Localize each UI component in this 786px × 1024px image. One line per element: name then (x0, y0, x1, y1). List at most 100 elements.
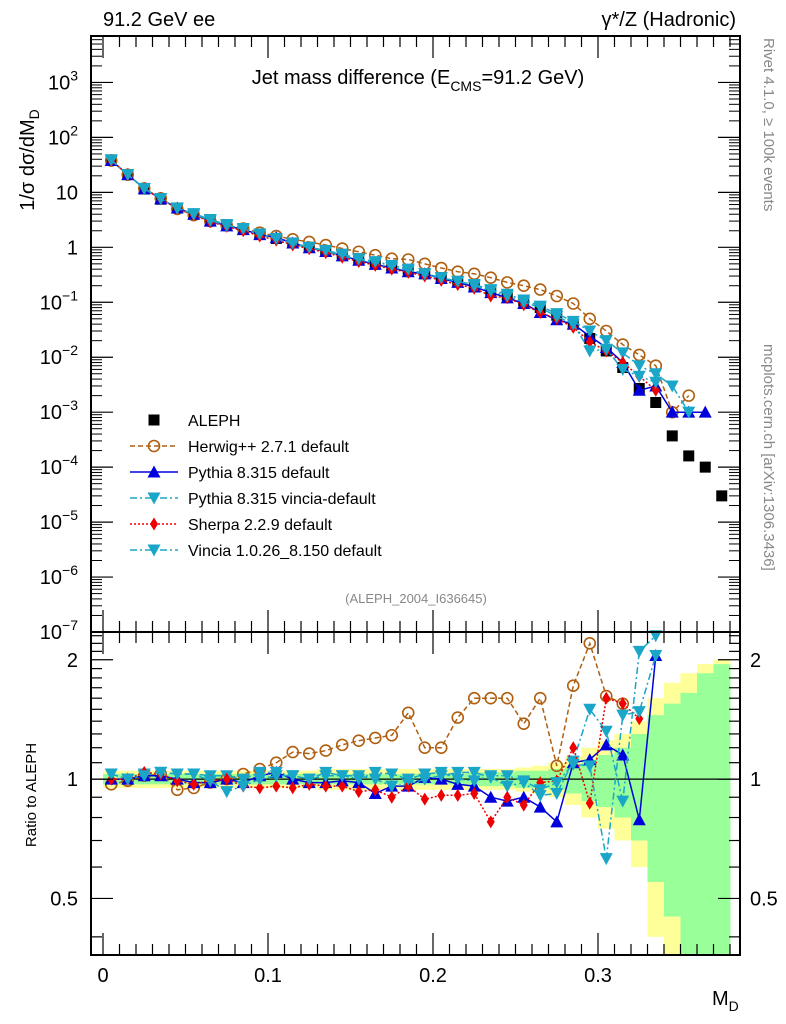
y-tick-label-base: 10 (40, 402, 62, 424)
ratio-point (484, 770, 498, 783)
y-tick-label-base: 10 (40, 347, 62, 369)
series-5 (104, 154, 663, 389)
data-point (154, 193, 168, 206)
data-point (121, 169, 135, 182)
series-line (110, 159, 657, 384)
ratio-y-tick-label-right: 0.5 (750, 888, 778, 910)
ratio-point (517, 790, 531, 803)
y-tick-label-exp: 2 (70, 122, 78, 138)
band-stat (713, 664, 731, 955)
ratio-point (503, 790, 512, 804)
data-point (651, 383, 660, 397)
series-4 (107, 153, 660, 397)
y-tick-label: 10−4 (40, 452, 78, 479)
data-point (319, 244, 333, 257)
y-tick-label-exp: −4 (62, 452, 78, 468)
ratio-series-4 (104, 650, 663, 866)
ratio-point (220, 786, 234, 799)
legend-item: Herwig++ 2.7.1 default (130, 439, 350, 456)
ratio-point (484, 691, 498, 705)
legend-marker (147, 492, 161, 505)
legend-marker (150, 517, 158, 531)
ratio-point (385, 768, 399, 781)
legend-item: ALEPH (148, 413, 240, 430)
data-point (682, 406, 696, 419)
data-point (649, 368, 663, 381)
data-point (616, 347, 630, 360)
data-point (500, 290, 514, 303)
data-point (236, 222, 250, 235)
ratio-point (519, 798, 528, 812)
ratio-point (203, 775, 217, 788)
y-tick-label-exp: −2 (62, 342, 78, 358)
data-point (187, 208, 201, 221)
series-line (110, 159, 690, 414)
ratio-line (111, 655, 657, 824)
ratio-y-tick-label-right: 1 (750, 769, 761, 791)
y-tick-label-base: 10 (40, 622, 62, 644)
y-tick-label: 10−5 (40, 507, 78, 534)
ratio-point (566, 679, 580, 693)
ratio-point (302, 773, 316, 786)
legend-marker (147, 465, 161, 478)
data-point (302, 241, 316, 254)
ratio-point (354, 785, 363, 799)
ratio-point (583, 703, 597, 716)
ratio-series (104, 630, 663, 866)
ratio-point (470, 786, 479, 800)
ratio-point (253, 773, 267, 786)
data-point (368, 256, 382, 269)
ratio-point (319, 744, 333, 757)
ratio-point (385, 780, 399, 793)
band-stat (647, 715, 665, 883)
ratio-point (401, 773, 415, 786)
series-3 (104, 154, 696, 419)
ratio-point (187, 768, 201, 781)
ratio-point (335, 738, 349, 752)
y-tick-label-exp: −6 (62, 562, 78, 578)
y-tick-label-exp: −5 (62, 507, 78, 523)
data-point (401, 263, 415, 276)
ratio-point (599, 725, 613, 738)
y-tick-label: 10−1 (40, 287, 78, 314)
ratio-point (368, 731, 382, 745)
ratio-point (352, 734, 366, 747)
ratio-point (236, 780, 250, 793)
ratio-point (321, 779, 330, 793)
data-point (269, 232, 283, 245)
y-tick-label-exp: −3 (62, 397, 78, 413)
y-tick-label: 10−6 (40, 562, 78, 589)
ratio-y-tick-label: 2 (67, 650, 78, 672)
ratio-point (467, 775, 481, 788)
data-point (599, 343, 613, 356)
ratio-point (583, 637, 597, 650)
main-series (104, 153, 728, 502)
legend-marker (148, 414, 160, 426)
ratio-point (517, 717, 531, 730)
data-point (699, 461, 711, 473)
frames (90, 35, 741, 956)
data-point (682, 389, 696, 402)
main-title-sub: CMS (450, 78, 481, 94)
data-point (517, 296, 531, 309)
data-point (665, 405, 679, 418)
ratio-line (111, 635, 657, 802)
ratio-point (434, 766, 448, 779)
legend-marker (147, 439, 161, 453)
y-tick-label: 102 (48, 122, 78, 149)
data-point (104, 154, 118, 167)
x-axis-label-sub: D (729, 998, 739, 1014)
ratio-point (437, 788, 446, 802)
ratio-bands (91, 659, 740, 955)
ratio-point (335, 770, 349, 783)
ratio-point (401, 706, 415, 720)
data-point (434, 272, 448, 285)
data-point (583, 325, 597, 338)
ratio-point (649, 650, 663, 663)
ratio-point (618, 697, 627, 711)
ratio-point (533, 800, 547, 813)
y-tick-label-base: 10 (48, 127, 70, 149)
ratio-frame (90, 631, 741, 956)
ratio-point (517, 775, 531, 788)
ratio-point (550, 759, 564, 773)
